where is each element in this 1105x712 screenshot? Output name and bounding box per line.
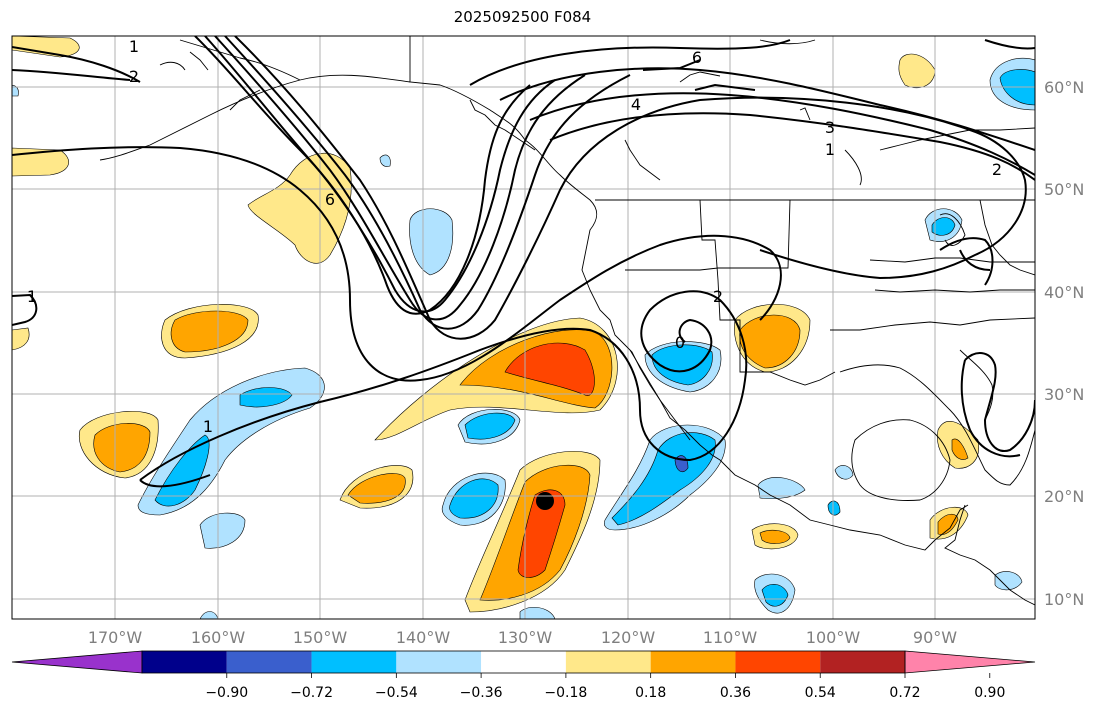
- colorbar-segment: [820, 651, 905, 673]
- colorbar-tick-label: 0.18: [635, 685, 666, 701]
- colorbar-segment: [226, 651, 312, 673]
- latitude-label: 50°N: [1044, 180, 1084, 199]
- longitude-label: 130°W: [498, 628, 553, 647]
- latitude-label: 60°N: [1044, 78, 1084, 97]
- longitude-label: 90°W: [913, 628, 957, 647]
- contour-label: 1: [825, 140, 835, 159]
- storm-center-marker: [536, 492, 554, 510]
- contour-label: 1: [129, 37, 139, 56]
- coastlines-borders: [99, 36, 1035, 606]
- colorbar-segment: [142, 651, 227, 673]
- longitude-axis: 170°W 160°W 150°W 140°W 130°W 120°W 110°…: [88, 628, 957, 647]
- contour-label: 2: [992, 160, 1002, 179]
- contour-label: 0: [675, 333, 685, 352]
- contour-label: 1: [203, 417, 213, 436]
- map-title: 2025092500 F084: [453, 8, 592, 26]
- colorbar-tick-label: −0.54: [375, 685, 418, 701]
- longitude-label: 160°W: [191, 628, 246, 647]
- colorbar-tick-label: 0.90: [974, 685, 1005, 701]
- map-border: [11, 35, 1036, 620]
- longitude-label: 140°W: [396, 628, 451, 647]
- contour-labels: 1 2 6 4 3 1 2 6 1 1 2 0: [27, 37, 1002, 436]
- latitude-axis: 60°N 50°N 40°N 30°N 20°N 10°N: [1044, 78, 1084, 609]
- colorbar-segment: [735, 651, 821, 673]
- colorbar-outline: [141, 650, 906, 674]
- latitude-label: 10°N: [1044, 590, 1084, 609]
- latitude-label: 40°N: [1044, 283, 1084, 302]
- colorbar-tick-label: −0.90: [205, 685, 248, 701]
- colorbar-segment: [650, 651, 736, 673]
- latitude-label: 30°N: [1044, 385, 1084, 404]
- longitude-label: 150°W: [293, 628, 348, 647]
- longitude-label: 110°W: [703, 628, 758, 647]
- colorbar-segment: [396, 651, 482, 673]
- latitude-label: 20°N: [1044, 487, 1084, 506]
- contour-label: 6: [692, 48, 702, 67]
- longitude-label: 170°W: [88, 628, 143, 647]
- contour-label: 2: [129, 67, 139, 86]
- contour-label: 6: [325, 190, 335, 209]
- contour-label: 3: [825, 118, 835, 137]
- colorbar-tick-label: −0.18: [544, 685, 587, 701]
- contour-label: 1: [27, 287, 37, 306]
- colorbar-tick-label: 0.72: [889, 685, 920, 701]
- colorbar-extend-high: [904, 650, 1036, 674]
- contour-lines: [12, 36, 1035, 488]
- colorbar-segment: [481, 651, 566, 673]
- colorbar: −0.90 −0.72 −0.54 −0.36 −0.18 0.18 0.36 0.54 0.7…: [11, 650, 1036, 701]
- colorbar-segment: [311, 651, 397, 673]
- colorbar-tick-label: −0.72: [290, 685, 333, 701]
- longitude-label: 100°W: [806, 628, 861, 647]
- contour-label: 2: [713, 287, 723, 306]
- contour-label: 4: [631, 95, 641, 114]
- colorbar-tick-label: 0.54: [805, 685, 836, 701]
- colorbar-tick-label: 0.36: [720, 685, 751, 701]
- colorbar-tick-label: −0.36: [460, 685, 503, 701]
- longitude-label: 120°W: [601, 628, 656, 647]
- colorbar-segment: [565, 651, 651, 673]
- anomaly-shading: [12, 36, 1035, 619]
- colorbar-extend-low: [11, 650, 143, 674]
